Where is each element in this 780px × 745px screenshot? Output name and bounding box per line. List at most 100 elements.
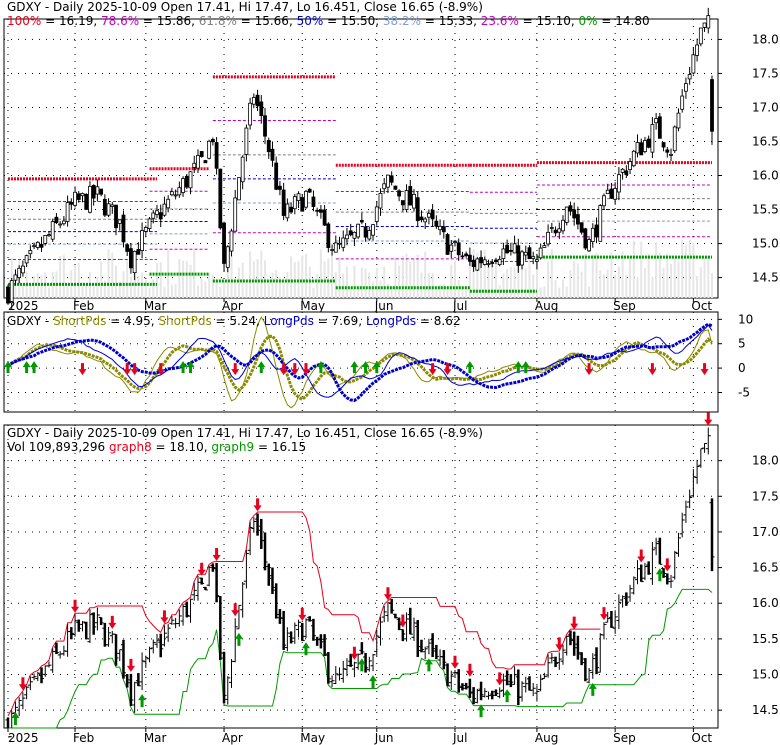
volume-bar [74, 265, 77, 298]
buy-signal-arrow [361, 361, 370, 374]
volume-bar [409, 261, 412, 298]
y-tick-label: 16.5 [752, 561, 779, 575]
volume-bar [62, 255, 65, 298]
volume-bar [629, 255, 632, 298]
volume-bar [502, 273, 505, 298]
volume-bar [230, 249, 233, 298]
candle-body [84, 193, 89, 210]
fib-legend-pct: 78.6% [101, 14, 139, 28]
candlestick-series [6, 7, 714, 309]
sell-signal-arrow [663, 558, 672, 572]
volume-bar [625, 274, 628, 298]
volume-bar [342, 273, 345, 298]
candle-body [654, 118, 659, 124]
volume-bar [636, 277, 639, 298]
candle-body [106, 203, 111, 216]
y-tick-label: 17.5 [752, 66, 779, 80]
candle-body [345, 234, 349, 240]
volume-bar [517, 264, 520, 298]
candle-body [244, 127, 249, 155]
candle-body [508, 250, 513, 252]
volume-bar [651, 276, 654, 298]
candle-body [449, 244, 454, 252]
candle-body [337, 242, 342, 245]
x-tick-label: May [300, 299, 325, 313]
volume-bar [588, 286, 591, 298]
volume-bar [532, 274, 535, 298]
volume-bar [670, 263, 673, 298]
sell-signal-arrow [71, 599, 80, 613]
header-part: ShortPds [158, 314, 211, 328]
candle-body [467, 254, 472, 262]
candle-body [386, 174, 390, 188]
candle-body [281, 189, 286, 216]
candle-body [28, 250, 33, 255]
volume-bar [457, 279, 460, 298]
volume-bar [226, 267, 229, 298]
candle-body [546, 231, 551, 245]
header-part: = 16.15 [254, 440, 306, 454]
sell-signal-arrow [383, 587, 392, 601]
candle-body [576, 214, 580, 225]
buy-signal-arrow [369, 675, 378, 689]
volume-bar [264, 260, 267, 298]
fib-legend-value: = 16.19, [41, 14, 101, 28]
header-part: LongPds [264, 314, 314, 328]
candle-body [535, 259, 539, 262]
volume-bar [144, 280, 147, 298]
price-stops-grid [4, 425, 718, 728]
sell-signal-arrow [465, 663, 474, 677]
oscillator-header: GDXY - ShortPds = 4.95, ShortPds = 5.24,… [7, 314, 461, 328]
candle-body [263, 115, 267, 137]
volume-bar [155, 263, 158, 298]
candle-body [479, 257, 483, 264]
candle-body [464, 253, 469, 257]
volume-bar [584, 254, 587, 298]
sell-signal-arrow [108, 615, 117, 629]
volume-bar [468, 260, 471, 298]
volume-bar [401, 255, 404, 298]
candle-body [553, 229, 558, 234]
candle-body [415, 197, 420, 222]
candle-body [456, 242, 461, 256]
volume-bar [159, 261, 162, 298]
volume-bar [319, 249, 322, 298]
candle-body [147, 218, 152, 229]
volume-bar [673, 257, 676, 298]
candle-body [9, 280, 14, 304]
candle-body [646, 138, 651, 148]
candle-body [427, 213, 431, 218]
candle-body [598, 205, 603, 242]
candle-body [516, 245, 521, 266]
buy-signal-arrow [179, 361, 188, 374]
candle-body [129, 248, 133, 269]
candle-body [657, 116, 662, 139]
candle-body [255, 94, 260, 107]
volume-bar [386, 283, 389, 298]
volume-bar [47, 287, 50, 298]
candle-body [274, 162, 279, 190]
sell-signal-arrow [126, 658, 135, 672]
candle-body [296, 193, 301, 201]
candle-body [207, 140, 212, 159]
volume-bar [383, 266, 386, 298]
candle-body [110, 204, 115, 207]
candle-body [318, 209, 323, 213]
volume-bar [115, 265, 118, 298]
x-tick-label: Jul [452, 299, 467, 313]
volume-bar [707, 256, 710, 298]
candle-body [173, 194, 178, 197]
candle-body [494, 259, 498, 263]
y-tick-label: 15.0 [752, 668, 779, 682]
candle-body [676, 112, 681, 129]
volume-bar [509, 266, 512, 298]
fib-legend-value: = 15.50, [323, 14, 383, 28]
volume-bar [513, 267, 516, 298]
candle-body [143, 227, 148, 232]
candle-body [367, 230, 372, 240]
volume-bar [260, 250, 263, 298]
buy-signal-arrow [424, 658, 433, 672]
volume-bar [215, 279, 218, 298]
volume-bar [696, 275, 699, 298]
candle-body [214, 142, 219, 169]
